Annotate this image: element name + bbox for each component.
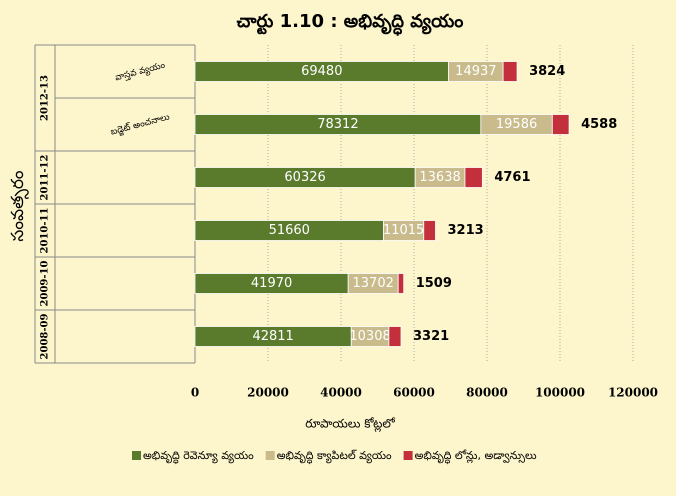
value-label: 10308	[349, 329, 390, 344]
x-axis-label: రూపాయలు కోట్లలో	[305, 417, 395, 433]
value-label: 3824	[529, 64, 565, 79]
legend-swatch	[132, 451, 141, 460]
value-label: 19586	[496, 117, 537, 132]
x-tick-label: 0	[191, 386, 199, 400]
legend-swatch	[403, 451, 413, 460]
year-label: 2010-11	[40, 208, 51, 254]
year-label: 2008-09	[40, 314, 51, 360]
x-tick-label: 60000	[393, 386, 435, 400]
bar-segment	[397, 273, 405, 294]
x-tick-label: 40000	[320, 386, 362, 400]
value-label: 1509	[416, 276, 452, 291]
value-label: 14937	[455, 64, 496, 79]
value-label: 11015	[383, 223, 424, 238]
value-label: 13702	[353, 276, 394, 291]
year-label: 2009-10	[40, 261, 51, 307]
value-label: 60326	[284, 170, 325, 185]
bar-segment	[423, 220, 436, 241]
x-tick-label: 80000	[466, 386, 508, 400]
x-tick-label: 100000	[535, 386, 585, 400]
bar-segment	[388, 326, 402, 347]
value-label: 42811	[252, 329, 293, 344]
value-label: 3213	[447, 223, 483, 238]
legend-label: అభివృద్ధి లోన్లు, అడ్వాన్సులు	[415, 449, 537, 465]
legend-swatch	[265, 451, 275, 460]
value-label: 41970	[251, 276, 292, 291]
bar-segment	[464, 167, 483, 188]
value-label: 4761	[494, 170, 530, 185]
value-label: 51660	[269, 223, 310, 238]
year-label: 2012-13	[40, 75, 51, 121]
bar-segment	[551, 114, 570, 135]
year-label: 2011-12	[40, 155, 51, 201]
category-label: బడ్జెట్ అంచనాలు	[109, 111, 171, 138]
bar-segment	[502, 61, 518, 82]
x-tick-label: 120000	[608, 386, 658, 400]
x-tick-label: 20000	[247, 386, 289, 400]
value-label: 13638	[419, 170, 460, 185]
value-label: 3321	[413, 329, 449, 344]
value-label: 69480	[301, 64, 342, 79]
category-label: వాస్తవ వ్యయం	[114, 60, 167, 84]
value-label: 4588	[581, 117, 617, 132]
legend-label: అభివృద్ధి క్యాపిటల్ వ్యయం	[277, 449, 392, 465]
value-label: 78312	[317, 117, 358, 132]
legend-label: అభివృద్ధి రెవెన్యూ వ్యయం	[143, 449, 254, 465]
y-axis-label: సంవత్సరం	[8, 170, 29, 241]
chart-title: చార్టు 1.10 : అభివృద్ధి వ్యయం	[237, 11, 464, 36]
